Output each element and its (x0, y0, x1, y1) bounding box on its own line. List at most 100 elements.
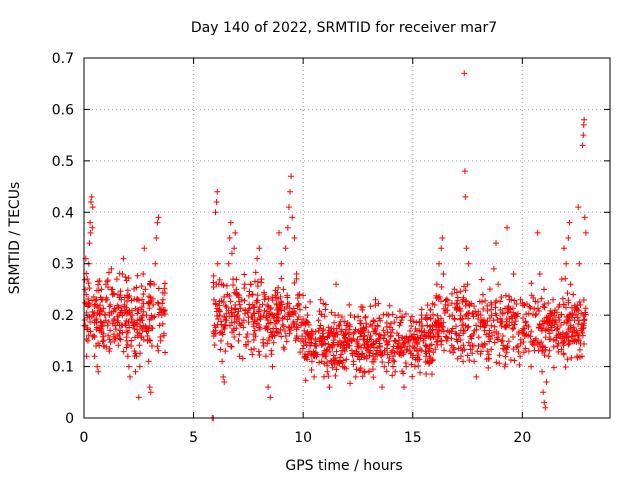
data-point (291, 279, 298, 286)
data-point (221, 294, 228, 301)
data-point (427, 355, 434, 362)
data-point (134, 332, 141, 339)
data-point (521, 301, 528, 308)
data-point (154, 343, 161, 350)
data-point (239, 355, 246, 362)
data-point (231, 245, 238, 252)
data-point (307, 298, 314, 305)
data-point (310, 351, 317, 358)
data-point (96, 342, 103, 349)
data-point (333, 281, 340, 288)
data-point (392, 368, 399, 375)
data-point (334, 331, 341, 338)
data-point (222, 302, 229, 309)
data-point (254, 255, 261, 262)
data-point (485, 355, 492, 362)
data-point (522, 345, 529, 352)
data-point (498, 323, 505, 330)
data-point (231, 334, 238, 341)
data-point (464, 352, 471, 359)
data-point (269, 312, 276, 319)
data-point (383, 337, 390, 344)
data-point (423, 343, 430, 350)
data-point (461, 283, 468, 290)
data-point (281, 327, 288, 334)
data-point (259, 301, 266, 308)
data-point (115, 342, 122, 349)
data-point (144, 337, 151, 344)
data-point (114, 302, 121, 309)
data-point (478, 276, 485, 283)
data-point (457, 353, 464, 360)
data-point (515, 348, 522, 355)
data-point (138, 304, 145, 311)
data-point (300, 292, 307, 299)
data-point (440, 271, 447, 277)
data-point (399, 314, 406, 321)
data-point (503, 224, 510, 231)
data-point (212, 209, 219, 216)
data-point (123, 317, 130, 324)
data-point (217, 346, 224, 353)
data-point (118, 296, 125, 303)
data-point (457, 308, 464, 315)
data-point (554, 325, 561, 332)
plot-frame (83, 57, 611, 419)
data-point (328, 358, 335, 365)
data-point (578, 327, 585, 334)
data-point (338, 351, 345, 358)
data-point (496, 360, 503, 367)
data-point (316, 308, 323, 315)
data-point (534, 305, 541, 312)
data-point (367, 332, 374, 339)
data-point (160, 332, 167, 339)
data-point (427, 315, 434, 322)
data-point (418, 322, 425, 329)
data-point (386, 302, 393, 309)
data-point (423, 371, 430, 378)
data-point (372, 296, 379, 303)
data-point (519, 315, 526, 322)
data-point (102, 281, 109, 288)
data-point (566, 340, 573, 347)
data-point (293, 271, 300, 277)
data-point (87, 219, 94, 226)
data-point (88, 193, 95, 200)
data-point (509, 325, 516, 332)
data-point (349, 350, 356, 357)
data-point (137, 323, 144, 330)
data-point (210, 330, 217, 337)
data-point (365, 368, 372, 375)
data-point (370, 374, 377, 381)
data-point (316, 359, 323, 366)
data-point (293, 333, 300, 340)
data-point (371, 318, 378, 325)
data-point (261, 307, 268, 314)
data-point (346, 321, 353, 328)
data-point (297, 349, 304, 356)
data-point (122, 322, 129, 329)
data-point (491, 323, 498, 330)
data-point (454, 355, 461, 362)
data-point (393, 314, 400, 321)
data-point (410, 336, 417, 343)
data-point (81, 276, 88, 283)
data-point (507, 356, 514, 363)
data-point (91, 317, 98, 324)
data-point (536, 271, 543, 277)
data-point (534, 229, 541, 236)
data-point (338, 326, 345, 333)
data-point (346, 342, 353, 349)
data-point (256, 304, 263, 311)
data-point (488, 322, 495, 329)
data-point (119, 271, 126, 277)
data-point (580, 322, 587, 329)
data-point (512, 312, 519, 319)
data-point (277, 293, 284, 300)
data-point (125, 363, 132, 370)
data-point (435, 333, 442, 340)
data-point (218, 321, 225, 328)
data-point (379, 359, 386, 366)
data-point (571, 332, 578, 339)
